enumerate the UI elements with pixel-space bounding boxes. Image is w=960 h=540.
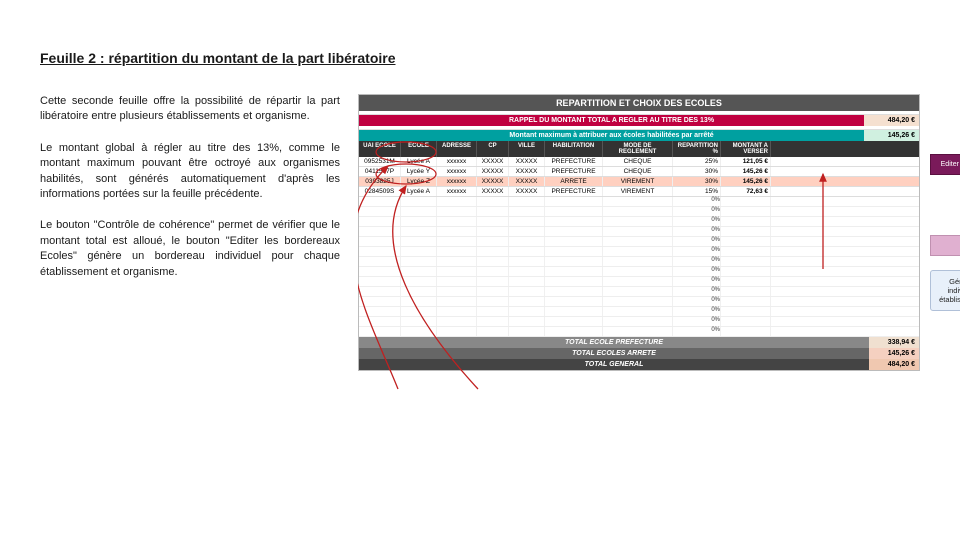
col-repartition: REPARTITION % bbox=[673, 141, 721, 157]
total-arrete-label: TOTAL ECOLES ARRETE bbox=[359, 348, 869, 359]
total-general-label: TOTAL GENERAL bbox=[359, 359, 869, 370]
paragraph-2: Le montant global à régler au titre des … bbox=[40, 141, 340, 203]
spreadsheet-area: REPARTITION ET CHOIX DES ECOLES RAPPEL D… bbox=[358, 94, 920, 371]
empty-row: 0% bbox=[359, 207, 919, 217]
paragraph-1: Cette seconde feuille offre la possibili… bbox=[40, 94, 340, 125]
table-row: 0952531MLycée AxxxxxxXXXXXXXXXXPREFECTUR… bbox=[359, 157, 919, 167]
table-body: 0952531MLycée AxxxxxxXXXXXXXXXXPREFECTUR… bbox=[359, 157, 919, 197]
empty-row: 0% bbox=[359, 247, 919, 257]
max-label: Montant maximum à attribuer aux écoles h… bbox=[359, 130, 864, 141]
empty-row: 0% bbox=[359, 227, 919, 237]
col-cp: CP bbox=[477, 141, 509, 157]
total-arrete: TOTAL ECOLES ARRETE 145,26 € bbox=[359, 348, 919, 359]
totals: TOTAL ECOLE PREFECTURE 338,94 € TOTAL EC… bbox=[359, 337, 919, 370]
spreadsheet-title: REPARTITION ET CHOIX DES ECOLES bbox=[359, 95, 919, 111]
max-row: Montant maximum à attribuer aux écoles h… bbox=[359, 130, 919, 141]
col-adresse: ADRESSE bbox=[437, 141, 477, 157]
total-prefecture: TOTAL ECOLE PREFECTURE 338,94 € bbox=[359, 337, 919, 348]
spreadsheet: REPARTITION ET CHOIX DES ECOLES RAPPEL D… bbox=[358, 94, 920, 371]
table-row: 0411597PLycée YxxxxxxXXXXXXXXXXPREFECTUR… bbox=[359, 167, 919, 177]
reinitialiser-button[interactable]: Réinitialiser bbox=[930, 235, 960, 256]
callout-box: Génère un bordereau individuel pour chaq… bbox=[930, 270, 960, 311]
empty-row: 0% bbox=[359, 197, 919, 207]
empty-row: 0% bbox=[359, 217, 919, 227]
empty-row: 0% bbox=[359, 257, 919, 267]
max-value: 145,26 € bbox=[864, 130, 919, 141]
table-header: UAI ECOLE ECOLE ADRESSE CP VILLE HABILIT… bbox=[359, 141, 919, 157]
empty-row: 0% bbox=[359, 317, 919, 327]
empty-row: 0% bbox=[359, 307, 919, 317]
col-habilitation: HABILITATION bbox=[545, 141, 603, 157]
empty-row: 0% bbox=[359, 237, 919, 247]
total-general-value: 484,20 € bbox=[869, 359, 919, 370]
col-uai: UAI ECOLE bbox=[359, 141, 401, 157]
empty-rows: 0%0%0%0%0%0%0%0%0%0%0%0%0%0% bbox=[359, 197, 919, 337]
total-general: TOTAL GENERAL 484,20 € bbox=[359, 359, 919, 370]
rappel-value: 484,20 € bbox=[864, 115, 919, 126]
content-wrapper: Cette seconde feuille offre la possibili… bbox=[40, 94, 920, 371]
rappel-label: RAPPEL DU MONTANT TOTAL A REGLER AU TITR… bbox=[359, 115, 864, 126]
col-ecole: ECOLE bbox=[401, 141, 437, 157]
table-row: 0393825JLycée ZxxxxxxXXXXXXXXXXARRETEVIR… bbox=[359, 177, 919, 187]
total-arrete-value: 145,26 € bbox=[869, 348, 919, 359]
empty-row: 0% bbox=[359, 297, 919, 307]
table-row: 0284509SLycée AxxxxxxXXXXXXXXXXPREFECTUR… bbox=[359, 187, 919, 197]
paragraph-3: Le bouton "Contrôle de cohérence" permet… bbox=[40, 218, 340, 280]
rappel-row: RAPPEL DU MONTANT TOTAL A REGLER AU TITR… bbox=[359, 115, 919, 126]
col-mode: MODE DE REGLEMENT bbox=[603, 141, 673, 157]
side-panel: Editer les bordereaux écoles Réinitialis… bbox=[930, 154, 960, 311]
empty-row: 0% bbox=[359, 327, 919, 337]
total-prefecture-value: 338,94 € bbox=[869, 337, 919, 348]
left-text-column: Cette seconde feuille offre la possibili… bbox=[40, 94, 340, 371]
empty-row: 0% bbox=[359, 277, 919, 287]
col-ville: VILLE bbox=[509, 141, 545, 157]
empty-row: 0% bbox=[359, 287, 919, 297]
empty-row: 0% bbox=[359, 267, 919, 277]
page-heading: Feuille 2 : répartition du montant de la… bbox=[40, 50, 920, 66]
editer-bordereaux-button[interactable]: Editer les bordereaux écoles bbox=[930, 154, 960, 175]
total-prefecture-label: TOTAL ECOLE PREFECTURE bbox=[359, 337, 869, 348]
col-montant: MONTANT A VERSER bbox=[721, 141, 771, 157]
